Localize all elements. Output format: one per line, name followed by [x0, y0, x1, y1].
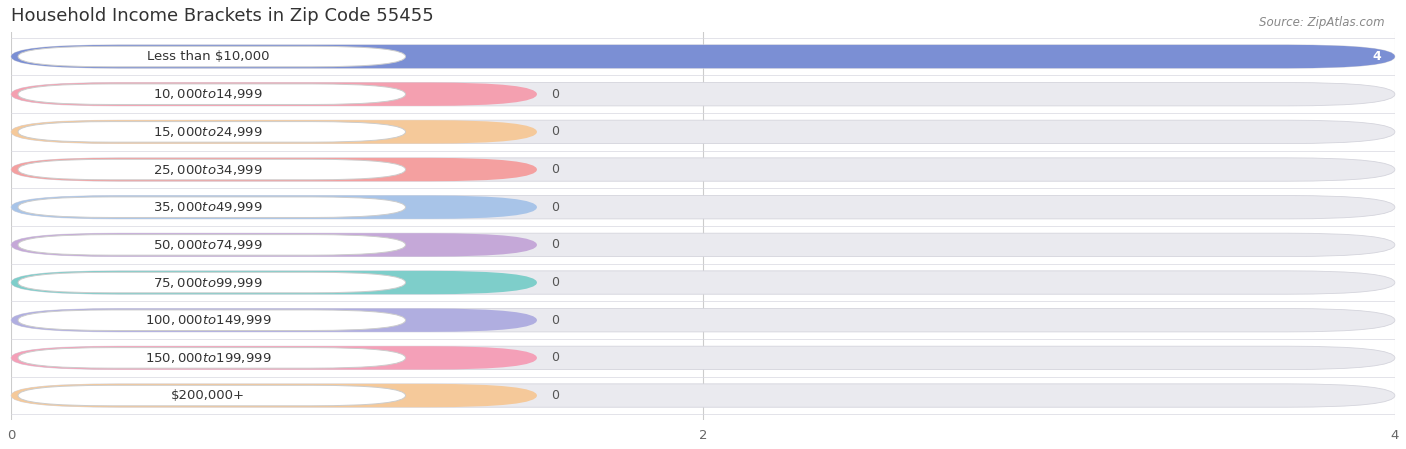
FancyBboxPatch shape: [11, 271, 537, 294]
Text: $10,000 to $14,999: $10,000 to $14,999: [153, 87, 263, 101]
FancyBboxPatch shape: [11, 271, 1395, 294]
FancyBboxPatch shape: [11, 384, 537, 407]
FancyBboxPatch shape: [18, 122, 405, 142]
FancyBboxPatch shape: [11, 308, 537, 332]
Text: Household Income Brackets in Zip Code 55455: Household Income Brackets in Zip Code 55…: [11, 7, 434, 25]
FancyBboxPatch shape: [11, 195, 1395, 219]
Text: $15,000 to $24,999: $15,000 to $24,999: [153, 125, 263, 139]
Text: 0: 0: [551, 314, 558, 327]
FancyBboxPatch shape: [18, 348, 405, 368]
Text: $35,000 to $49,999: $35,000 to $49,999: [153, 200, 263, 214]
FancyBboxPatch shape: [18, 159, 405, 180]
Text: 4: 4: [1372, 50, 1381, 63]
Text: $75,000 to $99,999: $75,000 to $99,999: [153, 276, 263, 290]
Text: $100,000 to $149,999: $100,000 to $149,999: [145, 313, 271, 327]
FancyBboxPatch shape: [11, 158, 1395, 181]
FancyBboxPatch shape: [11, 346, 1395, 370]
FancyBboxPatch shape: [18, 272, 405, 293]
FancyBboxPatch shape: [18, 84, 405, 105]
Text: 0: 0: [551, 352, 558, 365]
FancyBboxPatch shape: [18, 310, 405, 330]
Text: 0: 0: [551, 201, 558, 214]
FancyBboxPatch shape: [11, 120, 1395, 144]
Text: $50,000 to $74,999: $50,000 to $74,999: [153, 238, 263, 252]
FancyBboxPatch shape: [11, 45, 1395, 68]
Text: 0: 0: [551, 238, 558, 251]
Text: $200,000+: $200,000+: [172, 389, 245, 402]
FancyBboxPatch shape: [11, 384, 1395, 407]
FancyBboxPatch shape: [11, 158, 537, 181]
FancyBboxPatch shape: [18, 197, 405, 217]
FancyBboxPatch shape: [11, 195, 537, 219]
Text: Less than $10,000: Less than $10,000: [148, 50, 270, 63]
Text: 0: 0: [551, 88, 558, 101]
FancyBboxPatch shape: [11, 83, 1395, 106]
Text: 0: 0: [551, 125, 558, 138]
Text: Source: ZipAtlas.com: Source: ZipAtlas.com: [1260, 16, 1385, 29]
FancyBboxPatch shape: [11, 233, 537, 256]
FancyBboxPatch shape: [18, 46, 405, 67]
Text: 0: 0: [551, 163, 558, 176]
Text: 0: 0: [551, 276, 558, 289]
FancyBboxPatch shape: [18, 234, 405, 255]
FancyBboxPatch shape: [11, 233, 1395, 256]
FancyBboxPatch shape: [18, 385, 405, 406]
Text: $25,000 to $34,999: $25,000 to $34,999: [153, 163, 263, 176]
FancyBboxPatch shape: [11, 120, 537, 144]
Text: $150,000 to $199,999: $150,000 to $199,999: [145, 351, 271, 365]
FancyBboxPatch shape: [11, 45, 1395, 68]
FancyBboxPatch shape: [11, 83, 537, 106]
FancyBboxPatch shape: [11, 346, 537, 370]
FancyBboxPatch shape: [11, 308, 1395, 332]
Text: 0: 0: [551, 389, 558, 402]
